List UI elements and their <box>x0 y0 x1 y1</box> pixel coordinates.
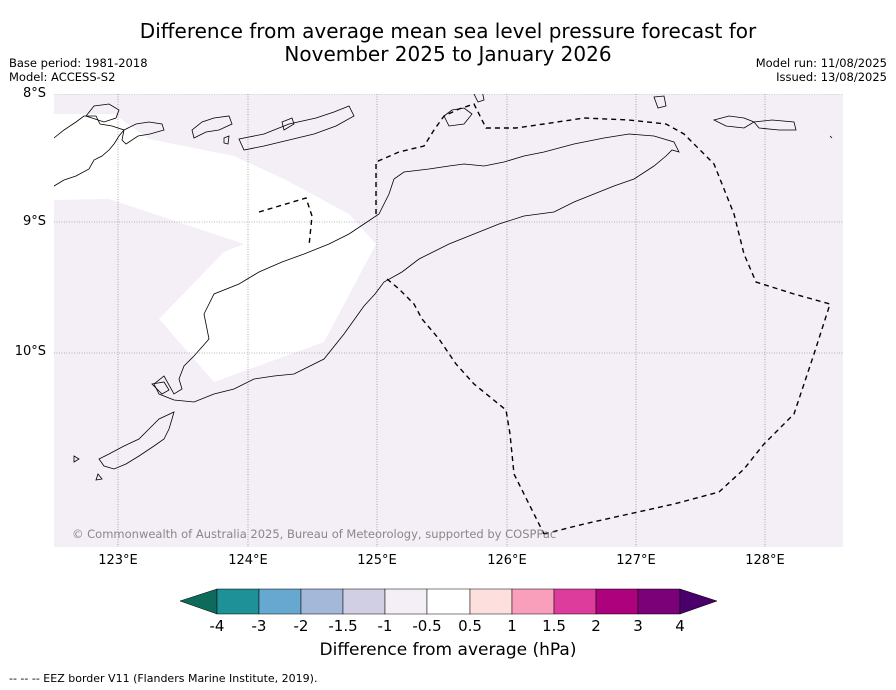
model-run-text: Model run: 11/08/2025 <box>756 56 887 70</box>
colorbar: -4 -3 -2 -1.5 -1 -0.5 0.5 1 1.5 2 3 4 <box>0 586 896 638</box>
colorbar-tick-label: 1.5 <box>542 617 566 635</box>
title-line-1: Difference from average mean sea level p… <box>0 20 896 43</box>
eez-legend-note: -- -- -- EEZ border V11 (Flanders Marine… <box>9 672 317 685</box>
lon-label-123e: 123°E <box>88 553 148 568</box>
model-text: Model: ACCESS-S2 <box>9 70 148 84</box>
meta-left: Base period: 1981-2018 Model: ACCESS-S2 <box>9 56 148 84</box>
lon-label-128e: 128°E <box>735 553 795 568</box>
base-period-text: Base period: 1981-2018 <box>9 56 148 70</box>
copyright-text: © Commonwealth of Australia 2025, Bureau… <box>72 527 556 541</box>
colorbar-tick-label: 3 <box>633 617 643 635</box>
colorbar-bin <box>512 589 554 614</box>
colorbar-tick-label: 0.5 <box>458 617 482 635</box>
lon-label-126e: 126°E <box>477 553 537 568</box>
colorbar-tick-label: -2 <box>294 617 309 635</box>
colorbar-extension-high <box>680 589 717 614</box>
colorbar-bin <box>638 589 680 614</box>
colorbar-bin <box>343 589 385 614</box>
colorbar-bin <box>259 589 301 614</box>
colorbar-tick-label: -4 <box>210 617 225 635</box>
colorbar-tick-label: -0.5 <box>412 617 441 635</box>
colorbar-bin <box>470 589 512 614</box>
colorbar-bin <box>427 589 470 614</box>
colorbar-bin <box>385 589 427 614</box>
colorbar-tick-label: -1.5 <box>328 617 357 635</box>
colorbar-tick-label: -1 <box>378 617 393 635</box>
colorbar-tick-label: 2 <box>591 617 601 635</box>
colorbar-tick-label: 4 <box>675 617 685 635</box>
lon-label-124e: 124°E <box>218 553 278 568</box>
lat-label-8s: 8°S <box>0 86 46 101</box>
colorbar-title: Difference from average (hPa) <box>0 640 896 660</box>
colorbar-tick-label: 1 <box>507 617 517 635</box>
lon-label-127e: 127°E <box>606 553 666 568</box>
issued-text: Issued: 13/08/2025 <box>756 70 887 84</box>
colorbar-bin <box>301 589 343 614</box>
meta-right: Model run: 11/08/2025 Issued: 13/08/2025 <box>756 56 887 84</box>
colorbar-bin <box>596 589 638 614</box>
colorbar-bin <box>217 589 259 614</box>
colorbar-tick-label: -3 <box>252 617 267 635</box>
colorbar-extension-low <box>180 589 217 614</box>
lat-label-9s: 9°S <box>0 214 46 229</box>
colorbar-bin <box>554 589 596 614</box>
lon-label-125e: 125°E <box>347 553 407 568</box>
map-panel: © Commonwealth of Australia 2025, Bureau… <box>54 94 843 547</box>
lat-label-10s: 10°S <box>0 344 46 359</box>
